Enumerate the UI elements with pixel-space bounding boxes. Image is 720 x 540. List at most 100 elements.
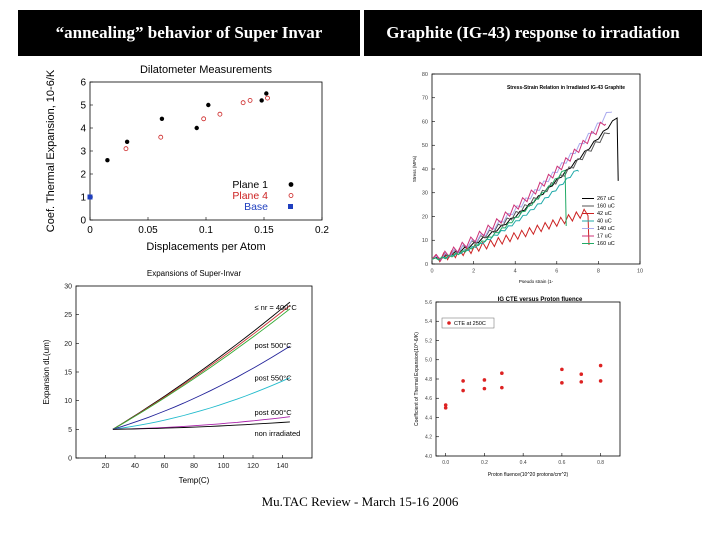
chart-title: Dilatometer Measurements <box>140 64 273 76</box>
data-point <box>217 111 223 117</box>
data-point <box>87 194 93 200</box>
y-axis-label: Coefficient of Thermal Expansion(10^-6/K… <box>414 332 420 426</box>
series-line <box>112 421 290 430</box>
x-axis-label: Pseudo strain (1- <box>519 279 554 284</box>
y-tick-label: 30 <box>422 191 428 197</box>
x-tick-label: 0.05 <box>138 225 158 236</box>
y-tick-label: 0 <box>80 216 86 227</box>
y-tick-label: 30 <box>64 283 72 290</box>
x-tick-label: 0.15 <box>254 225 274 236</box>
dilatometer-chart: 0 0.05 0.1 0.15 0.2 0 1 2 3 4 5 6 Dilatometer Measur… <box>42 58 342 258</box>
y-tick-label: 4.8 <box>425 377 432 383</box>
legend-marker <box>288 204 293 209</box>
y-axis-label: Expansion dL(um) <box>42 339 51 404</box>
x-tick-label: 0.2 <box>481 460 488 466</box>
chart-title: IG CTE versus Proton fluence <box>498 297 583 303</box>
legend-label: 160 uC <box>597 241 615 247</box>
legend-label: Base <box>244 201 268 213</box>
series-line <box>431 121 607 262</box>
y-tick-label: 25 <box>64 312 72 319</box>
y-tick-label: 5 <box>68 427 72 434</box>
y-tick-label: 6 <box>80 78 86 89</box>
x-tick-label: 2 <box>472 269 475 275</box>
data-point <box>500 371 504 376</box>
series-line <box>431 169 579 261</box>
annotation: non irradiated <box>254 429 300 438</box>
data-point <box>105 158 110 163</box>
data-point <box>265 95 270 101</box>
x-axis-label: Temp(C) <box>179 476 210 485</box>
legend-marker <box>447 321 451 325</box>
right-title: Graphite (IG-43) response to irradiation <box>364 10 702 56</box>
series-line <box>112 308 291 430</box>
data-point <box>443 406 448 410</box>
series-line <box>431 132 610 261</box>
x-tick-label: 4 <box>514 269 517 275</box>
data-point <box>259 98 264 103</box>
data-point <box>461 388 465 393</box>
data-point <box>206 102 211 108</box>
y-tick-label: 4.6 <box>425 396 432 402</box>
stress-strain-chart: 0 2 4 6 8 10 0 10 20 30 40 50 60 70 80 Stress-Strain Re… <box>404 66 650 290</box>
data-point <box>201 116 207 122</box>
data-point <box>194 125 199 131</box>
y-tick-label: 10 <box>422 238 428 244</box>
data-point <box>500 385 504 390</box>
data-point <box>264 91 269 96</box>
x-axis-label: Proton fluence(10^20 protons/cm^2) <box>488 472 569 478</box>
legend-marker <box>288 182 294 187</box>
y-tick-label: 20 <box>422 214 428 220</box>
y-tick-label: 10 <box>64 398 72 405</box>
x-tick-label: 0 <box>87 225 93 236</box>
legend-label: 160 uC <box>597 204 615 210</box>
data-point <box>123 146 129 152</box>
y-tick-label: 40 <box>422 167 428 173</box>
y-tick-label: 4.4 <box>425 415 432 421</box>
data-point <box>247 98 253 103</box>
y-tick-label: 5.2 <box>425 338 432 344</box>
data-point <box>158 134 164 140</box>
x-axis-label: Displacements per Atom <box>146 241 265 253</box>
annotation: post 550°C <box>254 374 292 383</box>
legend-label: 267 uC <box>597 196 615 202</box>
series-line <box>431 111 612 261</box>
x-tick-label: 8 <box>597 269 600 275</box>
annotation: ≤ nr = 400°C <box>254 303 297 312</box>
series-line <box>112 377 291 430</box>
data-point <box>159 116 165 121</box>
y-tick-label: 20 <box>64 341 72 348</box>
annotation: post 500°C <box>254 341 292 350</box>
y-tick-label: 1 <box>80 193 86 204</box>
annotation: post 600°C <box>254 408 292 417</box>
y-tick-label: 2 <box>80 170 86 181</box>
x-tick-label: 20 <box>102 463 110 470</box>
legend-label: 42 uC <box>597 211 612 217</box>
y-tick-label: 4.2 <box>425 435 432 441</box>
data-point <box>579 372 584 376</box>
x-tick-label: 0.2 <box>315 225 329 236</box>
legend-box <box>441 317 495 329</box>
y-tick-label: 70 <box>422 96 428 102</box>
x-tick-label: 10 <box>637 269 643 275</box>
data-point <box>240 100 246 106</box>
footer-text: Mu.TAC Review - March 15-16 2006 <box>261 494 459 509</box>
y-tick-label: 0 <box>68 455 72 462</box>
legend-label: 40 uC <box>597 219 612 225</box>
legend-marker <box>288 193 294 198</box>
left-title: “annealing” behavior of Super Invar <box>18 10 360 56</box>
data-point <box>482 378 487 382</box>
y-tick-label: 0 <box>425 262 428 268</box>
legend-label: CTE at 250C <box>454 321 486 327</box>
series-line <box>112 416 290 430</box>
y-tick-label: 5 <box>80 101 86 112</box>
legend-label: 140 uC <box>597 226 615 232</box>
y-tick-label: 4.0 <box>425 454 432 460</box>
legend-label: 17 uC <box>597 234 612 240</box>
x-tick-label: 0.1 <box>199 225 213 236</box>
y-tick-label: 15 <box>64 369 72 376</box>
data-point <box>598 379 603 383</box>
x-tick-label: 0 <box>430 269 433 275</box>
cte-fluence-chart: 0.0 0.2 0.4 0.6 0.8 4.0 4.2 4.4 4.6 4.8 5.0 5.2 5.4 5… <box>404 290 630 486</box>
y-tick-label: 3 <box>80 147 86 158</box>
data-point <box>560 367 564 372</box>
